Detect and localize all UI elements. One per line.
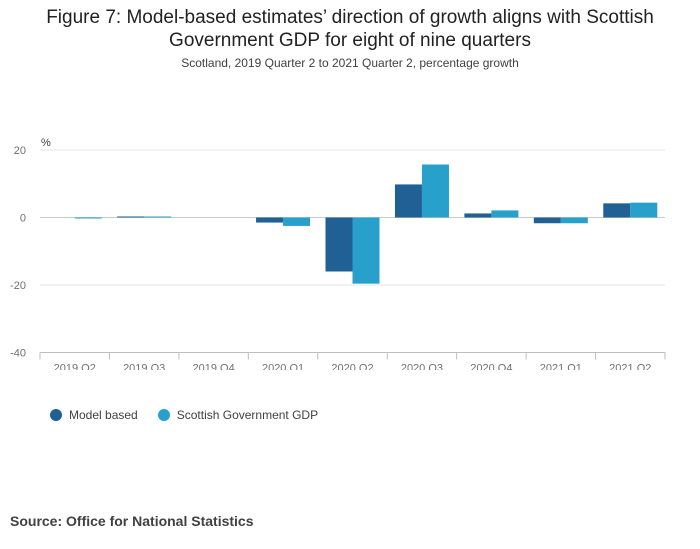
legend-label-model: Model based (69, 408, 138, 422)
bar-model-2021-q1 (533, 217, 561, 224)
bar-chart: 20 0 -20 -40% 2019 Q2 2019 Q3 2019 Q4 2020 Q1 20… (10, 137, 666, 371)
y-tick-label: 0 (20, 213, 26, 225)
x-tick-label: 2019 Q2 (54, 363, 96, 371)
y-axis-label: % (41, 137, 51, 149)
legend-swatch-scottish-gdp (157, 409, 170, 421)
x-tick-label: 2020 Q1 (262, 363, 304, 371)
bar-scottish-gdp-2021-q2 (630, 202, 658, 218)
x-tick-label: 2021 Q1 (540, 363, 582, 371)
bar-model-2020-q3 (394, 184, 422, 218)
x-tick-label: 2021 Q2 (609, 363, 651, 371)
legend-label-scottish-gdp: Scottish Government GDP (176, 408, 319, 422)
legend: Model based Scottish Government GDP (50, 408, 338, 422)
bar-model-2020-q2 (325, 217, 353, 272)
legend-item-model: Model based (50, 408, 138, 422)
bar-scottish-gdp-2020-q2 (352, 217, 380, 284)
bar-scottish-gdp-2019-q2 (74, 217, 102, 219)
bar-model-2020-q1 (256, 217, 284, 223)
y-tick-label: -20 (10, 280, 26, 292)
bar-model-2019-q3 (117, 216, 145, 218)
x-tick-label: 2020 Q3 (401, 363, 443, 371)
legend-swatch-model (50, 409, 62, 421)
bar-scottish-gdp-2019-q3 (144, 216, 172, 218)
x-tick-label: 2019 Q4 (193, 363, 235, 371)
bar-scottish-gdp-2020-q1 (283, 217, 311, 226)
y-tick-label: 20 (14, 145, 26, 157)
chart-title: Figure 7: Model-based estimates’ directi… (46, 7, 654, 51)
x-tick-label: 2020 Q2 (331, 363, 373, 371)
x-tick-label: 2020 Q4 (470, 363, 512, 371)
y-tick-label: -40 (10, 348, 26, 360)
chart-subtitle: Scotland, 2019 Quarter 2 to 2021 Quarter… (181, 56, 519, 70)
legend-item-scottish-gdp: Scottish Government GDP (157, 408, 319, 422)
bar-scottish-gdp-2021-q1 (560, 217, 588, 224)
x-tick-label: 2019 Q3 (123, 363, 165, 371)
bar-model-2021-q2 (603, 203, 631, 218)
bar-scottish-gdp-2020-q3 (421, 164, 449, 218)
bar-model-2020-q4 (464, 213, 492, 218)
source-note: Source: Office for National Statistics (10, 513, 254, 529)
bar-scottish-gdp-2020-q4 (491, 210, 519, 218)
